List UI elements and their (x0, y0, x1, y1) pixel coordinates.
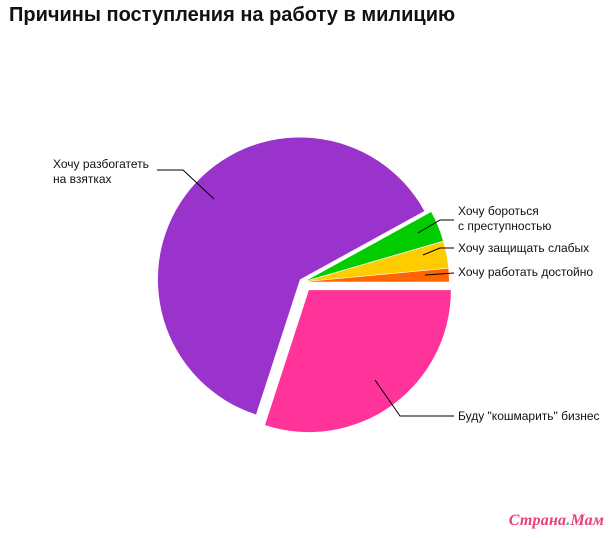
watermark-logo: Страна.Мам (508, 512, 604, 529)
slice-label-5: Хочу работать достойно (458, 265, 593, 279)
pie-slice-3 (306, 212, 444, 281)
leader-line-5 (424, 272, 455, 276)
leader-line-3 (417, 219, 454, 234)
pie-slices (157, 137, 451, 433)
leader-line-1 (374, 379, 454, 417)
pie-slice-5 (306, 268, 449, 282)
leader-line-2 (157, 169, 215, 200)
leader-lines (157, 169, 455, 417)
slice-label-1: Буду "кошмарить" бизнес (458, 409, 600, 423)
leader-line-4 (422, 247, 454, 256)
slice-label-3: Хочу бороться с преступностью (458, 204, 551, 233)
pie-slice-2 (157, 137, 425, 415)
pie-slice-4 (306, 241, 449, 282)
slice-labels: Буду "кошмарить" бизнес Хочу разбогатеть н… (53, 157, 600, 423)
slice-label-2: Хочу разбогатеть на взятках (53, 157, 149, 186)
chart-title: Причины поступления на работу в милицию (9, 4, 456, 26)
pie-slice-1 (264, 290, 451, 433)
slice-label-4: Хочу защищать слабых (458, 241, 589, 255)
